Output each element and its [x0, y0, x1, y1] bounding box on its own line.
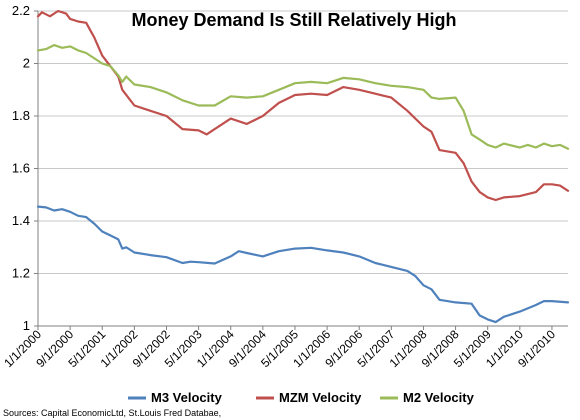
y-tick-label-4: 1.8: [12, 108, 30, 123]
x-tick-labels: 1/1/20009/1/20005/1/20011/1/20029/1/2002…: [1, 327, 558, 370]
y-tick-label-1: 1.2: [12, 266, 30, 281]
y-tick-label-3: 1.6: [12, 161, 30, 176]
y-tick-label-5: 2: [23, 56, 30, 71]
legend-label-m2-velocity: M2 Velocity: [403, 390, 475, 405]
series-line-m3-velocity: [36, 205, 570, 324]
chart-title: Money Demand Is Still Relatively High: [131, 10, 456, 30]
gridlines: [38, 10, 568, 327]
legend-label-mzm-velocity: MZM Velocity: [279, 390, 362, 405]
y-tick-labels: 1 1.2 1.4 1.6 1.8 2 2.2: [12, 3, 30, 333]
legend: M3 Velocity MZM Velocity M2 Velocity: [128, 390, 475, 405]
series-line-mzm-velocity: [36, 9, 570, 202]
y-tick-label-6: 2.2: [12, 3, 30, 18]
y-tick-label-0: 1: [23, 318, 30, 333]
series-line-m2-velocity: [36, 44, 570, 150]
legend-label-m3-velocity: M3 Velocity: [151, 390, 223, 405]
source-note: Sources: Capital EconomicLtd, St.Louis F…: [3, 408, 221, 418]
y-tick-label-2: 1.4: [12, 213, 30, 228]
series-lines: [36, 9, 570, 324]
axes: [34, 10, 568, 330]
